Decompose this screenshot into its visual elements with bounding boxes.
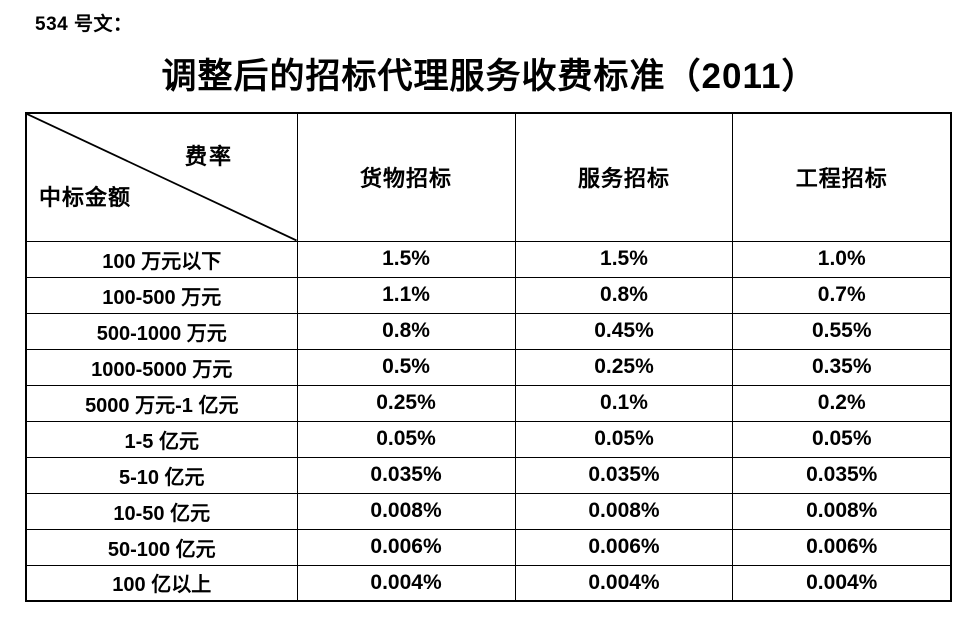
row-label: 50-100 亿元	[25, 528, 298, 566]
rate-cell: 0.35%	[732, 348, 952, 386]
rate-cell: 0.05%	[514, 420, 734, 458]
rate-cell: 0.035%	[296, 456, 516, 494]
table-row: 5000 万元-1 亿元 0.25% 0.1% 0.2%	[25, 384, 952, 422]
table-row: 10-50 亿元 0.008% 0.008% 0.008%	[25, 492, 952, 530]
row-label: 100 万元以下	[25, 240, 298, 278]
doc-number-label: 534 号文：	[35, 14, 133, 35]
rate-cell: 0.035%	[514, 456, 734, 494]
corner-header-cell: 费率 中标金额	[25, 112, 298, 242]
rate-cell: 0.006%	[514, 528, 734, 566]
rate-cell: 0.7%	[732, 276, 952, 314]
rate-cell: 0.006%	[732, 528, 952, 566]
rate-cell: 0.006%	[296, 528, 516, 566]
page-title: 调整后的招标代理服务收费标准（2011）	[161, 57, 818, 96]
rate-cell: 0.004%	[514, 564, 734, 602]
rate-cell: 0.004%	[732, 564, 952, 602]
rate-cell: 0.1%	[514, 384, 734, 422]
rate-cell: 1.5%	[514, 240, 734, 278]
rate-cell: 0.2%	[732, 384, 952, 422]
table-header-row: 费率 中标金额 货物招标 服务招标 工程招标	[25, 112, 952, 242]
row-label: 5-10 亿元	[25, 456, 298, 494]
rate-cell: 0.25%	[514, 348, 734, 386]
rate-cell: 0.55%	[732, 312, 952, 350]
row-label: 100 亿以上	[25, 564, 298, 602]
row-label: 100-500 万元	[25, 276, 298, 314]
table-row: 100 亿以上 0.004% 0.004% 0.004%	[25, 564, 952, 602]
rate-cell: 0.25%	[296, 384, 516, 422]
column-header-service: 服务招标	[514, 112, 734, 242]
table-row: 100-500 万元 1.1% 0.8% 0.7%	[25, 276, 952, 314]
row-label: 1-5 亿元	[25, 420, 298, 458]
column-header-engineering: 工程招标	[732, 112, 952, 242]
rate-cell: 0.008%	[514, 492, 734, 530]
table-row: 1000-5000 万元 0.5% 0.25% 0.35%	[25, 348, 952, 386]
diagonal-divider-line	[27, 114, 297, 241]
table-row: 1-5 亿元 0.05% 0.05% 0.05%	[25, 420, 952, 458]
row-label: 500-1000 万元	[25, 312, 298, 350]
row-label: 1000-5000 万元	[25, 348, 298, 386]
rate-cell: 1.5%	[296, 240, 516, 278]
rate-cell: 0.035%	[732, 456, 952, 494]
row-label: 10-50 亿元	[25, 492, 298, 530]
rate-cell: 0.05%	[296, 420, 516, 458]
rate-cell: 0.05%	[732, 420, 952, 458]
corner-label-amount: 中标金额	[39, 185, 132, 210]
fee-standard-table: 费率 中标金额 货物招标 服务招标 工程招标 100 万元以下 1.5% 1.5…	[25, 112, 952, 602]
rate-cell: 0.004%	[296, 564, 516, 602]
rate-cell: 0.5%	[296, 348, 516, 386]
table-row: 50-100 亿元 0.006% 0.006% 0.006%	[25, 528, 952, 566]
rate-cell: 1.1%	[296, 276, 516, 314]
rate-cell: 1.0%	[732, 240, 952, 278]
table-row: 500-1000 万元 0.8% 0.45% 0.55%	[25, 312, 952, 350]
corner-label-rate: 费率	[185, 144, 234, 169]
table-row: 100 万元以下 1.5% 1.5% 1.0%	[25, 240, 952, 278]
rate-cell: 0.45%	[514, 312, 734, 350]
column-header-goods: 货物招标	[296, 112, 516, 242]
rate-cell: 0.008%	[296, 492, 516, 530]
rate-cell: 0.008%	[732, 492, 952, 530]
row-label: 5000 万元-1 亿元	[25, 384, 298, 422]
table-row: 5-10 亿元 0.035% 0.035% 0.035%	[25, 456, 952, 494]
rate-cell: 0.8%	[514, 276, 734, 314]
rate-cell: 0.8%	[296, 312, 516, 350]
